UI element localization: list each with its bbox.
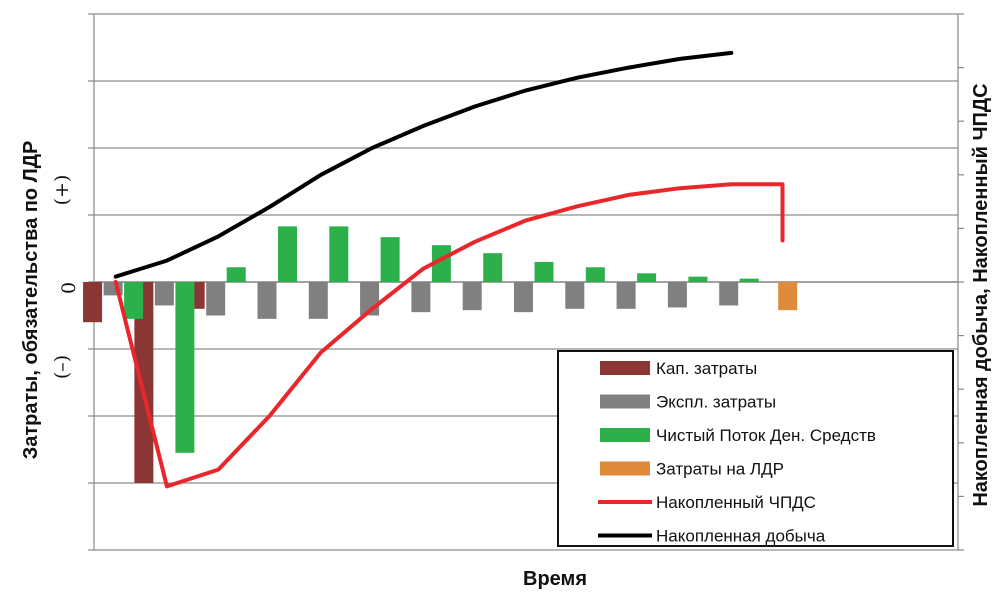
right-axis-ticks (958, 13, 964, 551)
bar-3-8 (483, 253, 503, 282)
bar-2-2 (154, 282, 174, 306)
bar-1-1 (83, 282, 103, 323)
bar-2-9 (513, 282, 533, 313)
left-axis-title: Затраты, обязательства по ЛДР (20, 141, 42, 460)
legend-label-5: Накопленный ЧПДС (656, 493, 816, 512)
bar-2-4 (257, 282, 277, 319)
bar-3-10 (585, 267, 605, 282)
bar-3-4 (278, 226, 298, 282)
bar-1-2 (134, 282, 154, 483)
right-axis-title: Накопленная добыча, Накопленный ЧПДС (970, 83, 992, 506)
legend-label-6: Накопленная добыча (656, 527, 826, 546)
bar-2-10 (565, 282, 585, 309)
bar-2-13 (719, 282, 739, 306)
bar-3-6 (380, 237, 400, 282)
bar-3-2 (175, 282, 195, 453)
bar-3-7 (431, 245, 451, 282)
legend-label-1: Кап. затраты (656, 359, 757, 378)
bar-2-3 (206, 282, 226, 316)
bar-2-8 (462, 282, 482, 311)
legend-label-4: Затраты на ЛДР (656, 460, 784, 479)
line-series (113, 50, 785, 489)
bar-2-5 (308, 282, 328, 319)
bar-3-1 (124, 282, 144, 319)
bar-3-11 (637, 273, 657, 282)
bar-2-7 (411, 282, 431, 313)
minus-label: (–) (51, 355, 73, 379)
bar-2-12 (667, 282, 687, 308)
legend-swatch-4 (600, 461, 650, 476)
bar-3-5 (329, 226, 349, 282)
legend: Кап. затраты Экспл. затраты Чистый Поток Д… (557, 350, 954, 547)
x-axis-title: Время (523, 568, 587, 590)
bar-3-13 (739, 278, 759, 282)
bar-3-3 (226, 267, 246, 282)
legend-label-2: Экспл. затраты (656, 393, 776, 412)
legend-swatch-3 (600, 428, 650, 442)
zero-label: 0 (58, 282, 80, 294)
line-series-5 (113, 182, 785, 489)
line-series-6 (113, 50, 734, 279)
bar-2-11 (616, 282, 636, 309)
plus-label: (+) (51, 175, 73, 206)
bar-3-12 (688, 276, 708, 282)
bar-4-14 (778, 282, 798, 311)
legend-swatch-2 (600, 394, 650, 409)
legend-label-3: Чистый Поток Ден. Средств (656, 426, 876, 445)
legend-box (557, 350, 954, 547)
bar-3-9 (534, 261, 554, 282)
legend-swatch-1 (600, 361, 650, 375)
